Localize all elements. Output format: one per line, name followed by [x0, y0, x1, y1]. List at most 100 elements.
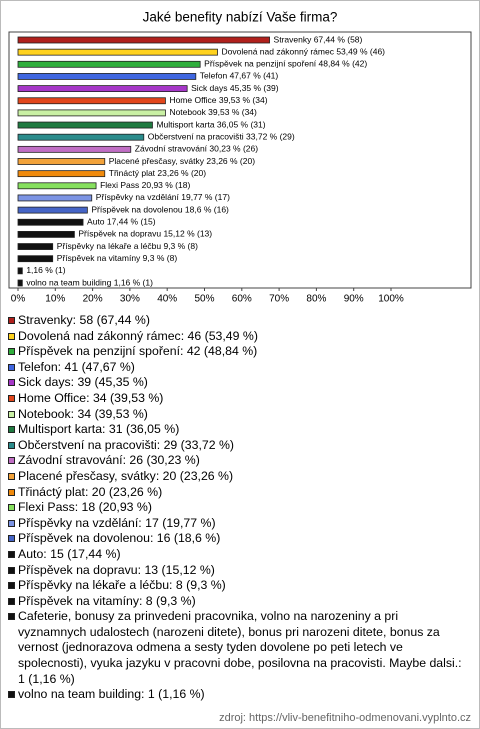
x-tick-label: 20% — [83, 294, 103, 305]
legend-swatch — [8, 441, 15, 449]
bar-label: volno na team building 1,16 % (1) — [26, 277, 153, 287]
bar — [17, 145, 132, 153]
bar — [17, 218, 84, 226]
legend-label: Příspěvky na vzdělání: 17 (19,77 %) — [18, 515, 216, 530]
legend-label: Příspěvek na vitamíny: 8 (9,3 %) — [18, 593, 196, 608]
bar — [17, 48, 218, 56]
bar — [17, 267, 23, 275]
legend-label: Občerstvení na pracovišti: 29 (33,72 %) — [18, 437, 234, 452]
legend-swatch — [8, 363, 15, 371]
legend-swatch — [8, 504, 15, 512]
legend-label: Home Office: 34 (39,53 %) — [18, 390, 164, 405]
bar — [17, 60, 201, 68]
bar-label: Stravenky 67,44 % (58) — [274, 34, 363, 44]
bar-label: Třináctý plat 23,26 % (20) — [109, 168, 206, 178]
legend-item: Příspěvek na penzijní spoření: 42 (48,84… — [7, 344, 469, 360]
bar-label: Příspěvky na vzdělání 19,77 % (17) — [96, 192, 230, 202]
legend-label: Třináctý plat: 20 (23,26 %) — [18, 484, 163, 499]
bar — [17, 158, 106, 165]
legend-item: volno na team building: 1 (1,16 %) — [7, 687, 469, 703]
legend-swatch — [8, 317, 15, 324]
legend-label: Příspěvek na penzijní spoření: 42 (48,84… — [18, 344, 258, 359]
bar-label: Placené přesčasy, svátky 23,26 % (20) — [109, 156, 255, 166]
legend-swatch — [8, 457, 15, 465]
legend-item: Notebook: 34 (39,53 %) — [7, 407, 469, 423]
bar — [17, 133, 145, 141]
x-tick-label: 10% — [45, 294, 65, 305]
legend-item: Třináctý plat: 20 (23,26 %) — [7, 485, 469, 501]
bar-label: Dovolená nad zákonný rámec 53,49 % (46) — [222, 46, 386, 56]
chart: Jaké benefity nabízí Vaše firma? 0% 10% 20… — [8, 10, 472, 305]
legend-label: Závodní stravování: 26 (30,23 %) — [18, 453, 200, 468]
legend-label: Sick days: 39 (45,35 %) — [18, 375, 148, 390]
legend-label: Multisport karta: 31 (36,05 %) — [18, 422, 180, 437]
legend-label: Cafeterie, bonusy za prinvedeni pracovni… — [18, 609, 462, 686]
x-tick-label: 60% — [232, 294, 252, 305]
legend-item: Příspěvky na vzdělání: 17 (19,77 %) — [7, 516, 469, 532]
legend-label: Notebook: 34 (39,53 %) — [18, 406, 148, 421]
legend-swatch — [8, 410, 15, 418]
legend-swatch — [8, 519, 15, 527]
bar — [17, 243, 54, 250]
legend-swatch — [8, 535, 15, 543]
legend: Stravenky: 58 (67,44 %) Dovolená nad záko… — [7, 313, 469, 703]
legend-label: Telefon: 41 (47,67 %) — [18, 359, 135, 374]
legend-swatch — [8, 613, 15, 621]
source: zdroj: https://vliv-benefitniho-odmenova… — [219, 712, 471, 724]
legend-item: Placené přesčasy, svátky: 20 (23,26 %) — [7, 469, 469, 485]
legend-item: Sick days: 39 (45,35 %) — [7, 375, 469, 391]
bar-label: Občerstvení na pracovišti 33,72 % (29) — [148, 131, 295, 141]
legend-swatch — [8, 426, 15, 434]
bar — [17, 279, 23, 287]
legend-label: Příspěvek na dovolenou: 16 (18,6 %) — [18, 531, 221, 546]
x-tick-label: 100% — [378, 294, 404, 305]
bar — [17, 73, 197, 80]
legend-item: Příspěvky na lékaře a léčbu: 8 (9,3 %) — [7, 578, 469, 594]
bar-label: Notebook 39,53 % (34) — [169, 107, 257, 117]
legend-item: Telefon: 41 (47,67 %) — [7, 360, 469, 376]
bar-label: Příspěvek na penzijní spoření 48,84 % (4… — [204, 59, 367, 69]
bar-label: Příspěvky na lékaře a léčbu 9,3 % (8) — [57, 241, 198, 251]
bar-label: Příspěvek na dovolenou 18,6 % (16) — [91, 204, 229, 214]
bar-label: 1,16 % (1) — [26, 265, 65, 275]
bar-label: Home Office 39,53 % (34) — [169, 95, 267, 105]
legend-swatch — [8, 488, 15, 496]
legend-item: Příspěvek na vitamíny: 8 (9,3 %) — [7, 594, 469, 610]
bar — [17, 206, 88, 214]
bar — [17, 109, 166, 117]
bar-label: Sick days 45,35 % (39) — [191, 83, 279, 93]
legend-label: Placené přesčasy, svátky: 20 (23,26 %) — [18, 468, 234, 483]
legend-swatch — [8, 348, 15, 356]
legend-item: Home Office: 34 (39,53 %) — [7, 391, 469, 407]
legend-label: Stravenky: 58 (67,44 %) — [18, 313, 150, 327]
legend-label: Flexi Pass: 18 (20,93 %) — [18, 500, 152, 515]
bar-label: Telefon 47,67 % (41) — [200, 71, 279, 81]
legend-swatch — [8, 472, 15, 480]
x-tick-label: 70% — [269, 294, 289, 305]
legend-item: Závodní stravování: 26 (30,23 %) — [7, 453, 469, 469]
bar — [17, 182, 97, 190]
legend-item: Cafeterie, bonusy za prinvedeni pracovni… — [7, 609, 469, 687]
x-tick-label: 80% — [306, 294, 326, 305]
legend-item: Flexi Pass: 18 (20,93 %) — [7, 500, 469, 516]
legend-label: Příspěvek na dopravu: 13 (15,12 %) — [18, 562, 215, 577]
bar-label: Flexi Pass 20,93 % (18) — [100, 180, 190, 190]
legend-label: volno na team building: 1 (1,16 %) — [18, 687, 205, 702]
legend-item: Občerstvení na pracovišti: 29 (33,72 %) — [7, 438, 469, 454]
bar — [17, 230, 75, 238]
legend-swatch — [8, 566, 15, 574]
x-tick-label: 40% — [157, 294, 177, 305]
x-tick-label: 90% — [344, 294, 364, 305]
legend-item: Multisport karta: 31 (36,05 %) — [7, 422, 469, 438]
bar-label: Závodní stravování 30,23 % (26) — [135, 144, 258, 154]
bar — [17, 36, 270, 44]
legend-item: Stravenky: 58 (67,44 %) — [7, 313, 469, 329]
bar — [17, 255, 54, 263]
legend-item: Příspěvek na dopravu: 13 (15,12 %) — [7, 563, 469, 579]
legend-label: Příspěvky na lékaře a léčbu: 8 (9,3 %) — [18, 578, 226, 593]
bar-label: Příspěvek na dopravu 15,12 % (13) — [78, 229, 212, 239]
legend-label: Auto: 15 (17,44 %) — [18, 546, 121, 561]
x-tick-label: 30% — [120, 294, 140, 305]
legend-item: Dovolená nad zákonný rámec: 46 (53,49 %) — [7, 329, 469, 345]
legend-swatch — [8, 691, 15, 699]
